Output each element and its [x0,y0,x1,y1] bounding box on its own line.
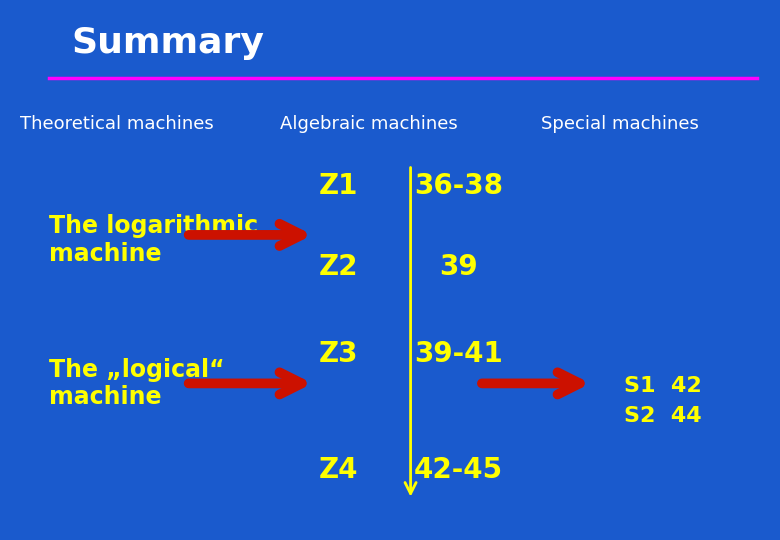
Text: Special machines: Special machines [541,115,699,133]
Text: The „logical“
machine: The „logical“ machine [49,357,225,409]
Text: Algebraic machines: Algebraic machines [280,115,458,133]
Text: Z4: Z4 [318,456,358,484]
Text: S2  44: S2 44 [624,406,701,426]
Text: 36-38: 36-38 [414,172,503,200]
Text: Theoretical machines: Theoretical machines [20,115,215,133]
Text: 42-45: 42-45 [414,456,503,484]
Text: Z1: Z1 [318,172,358,200]
Text: Z3: Z3 [318,340,358,368]
Text: S1  42: S1 42 [624,376,701,396]
Text: Z2: Z2 [318,253,358,281]
Text: The logarithmic
machine: The logarithmic machine [49,214,258,266]
Text: Summary: Summary [72,26,264,60]
Text: 39-41: 39-41 [414,340,503,368]
Text: 39: 39 [439,253,478,281]
